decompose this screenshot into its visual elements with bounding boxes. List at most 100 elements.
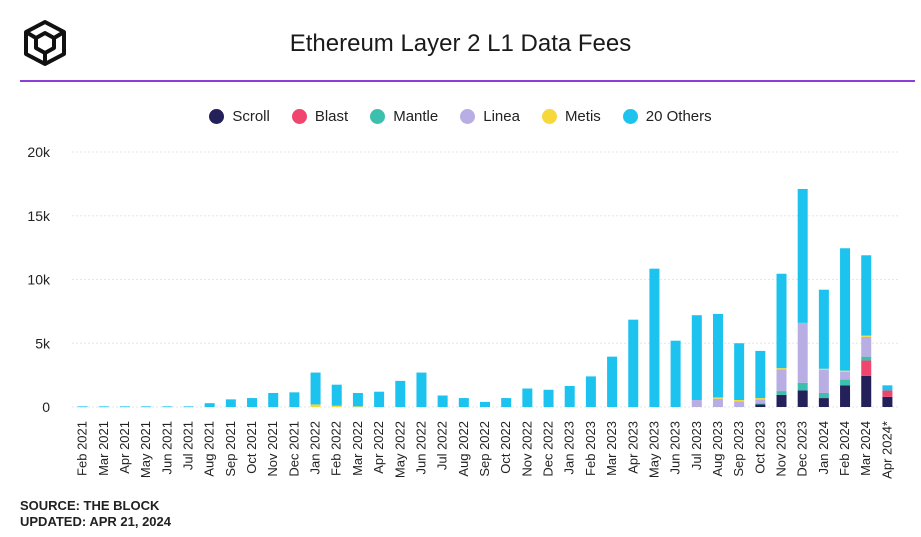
bar-segment-20-others bbox=[564, 385, 575, 407]
x-tick-label: May 2023 bbox=[646, 421, 661, 478]
bar-segment-mantle bbox=[797, 382, 808, 391]
bar-segment-20-others bbox=[310, 372, 321, 405]
x-tick-label: Oct 2021 bbox=[244, 421, 259, 474]
bar-segment-scroll bbox=[882, 396, 893, 407]
legend-swatch-icon bbox=[370, 109, 386, 124]
bar-segment-mantle bbox=[818, 392, 829, 399]
bar-segment-20-others bbox=[77, 406, 88, 408]
bar-segment-20-others bbox=[585, 376, 596, 407]
x-tick-label: Mar 2024 bbox=[858, 421, 873, 476]
legend-item-metis[interactable]: Metis bbox=[541, 108, 601, 125]
legend-item-linea[interactable]: Linea bbox=[460, 108, 520, 125]
x-tick-label: Oct 2023 bbox=[752, 421, 767, 474]
x-tick-label: Aug 2022 bbox=[456, 421, 471, 477]
bar-segment-20-others bbox=[183, 406, 194, 408]
chart-footer: SOURCE: THE BLOCK UPDATED: APR 21, 2024 bbox=[20, 498, 171, 530]
bar-segment-metis bbox=[861, 335, 872, 337]
chart-legend: Scroll Blast Mantle Linea Metis 20 Others bbox=[0, 108, 921, 125]
legend-swatch-icon bbox=[541, 109, 557, 124]
x-tick-label: Sep 2021 bbox=[223, 421, 238, 477]
bar-segment-20-others bbox=[458, 398, 469, 407]
chart-header: Ethereum Layer 2 L1 Data Fees bbox=[0, 0, 921, 82]
legend-swatch-icon bbox=[622, 109, 638, 124]
x-tick-label: Apr 2021 bbox=[117, 421, 132, 474]
x-tick-label: Jan 2022 bbox=[308, 421, 323, 475]
legend-swatch-icon bbox=[460, 109, 476, 124]
x-tick-label: Dec 2023 bbox=[795, 421, 810, 477]
bar-segment-mantle bbox=[755, 403, 766, 405]
y-tick-label: 5k bbox=[35, 335, 51, 351]
bar-segment-20-others bbox=[755, 350, 766, 399]
bar-segment-linea bbox=[755, 399, 766, 404]
y-tick-label: 10k bbox=[27, 272, 51, 288]
bar-segment-20-others bbox=[247, 398, 258, 407]
legend-label: Mantle bbox=[393, 108, 439, 125]
bar-segment-metis bbox=[755, 398, 766, 400]
x-tick-label: Aug 2021 bbox=[202, 421, 217, 477]
legend-swatch-icon bbox=[209, 109, 225, 124]
bar-segment-20-others bbox=[734, 343, 745, 400]
legend-item-blast[interactable]: Blast bbox=[291, 108, 348, 125]
x-tick-label: Jul 2021 bbox=[180, 421, 195, 470]
legend-label: Scroll bbox=[232, 108, 270, 125]
bar-segment-metis bbox=[776, 368, 787, 370]
bar-segment-20-others bbox=[416, 372, 427, 407]
legend-item-mantle[interactable]: Mantle bbox=[370, 108, 438, 125]
bar-segment-20-others bbox=[670, 340, 681, 407]
bar-segment-scroll bbox=[755, 404, 766, 407]
bar-segment-20-others bbox=[289, 392, 300, 407]
bar-segment-linea bbox=[840, 371, 851, 380]
bar-segment-20-others bbox=[437, 395, 448, 407]
bar-segment-20-others bbox=[162, 406, 173, 408]
bar-segment-scroll bbox=[840, 385, 851, 407]
bar-segment-20-others bbox=[331, 384, 342, 406]
bar-segment-20-others bbox=[268, 392, 279, 407]
bar-segment-scroll bbox=[818, 398, 829, 407]
bar-segment-20-others bbox=[776, 273, 787, 369]
bar-segment-linea bbox=[734, 401, 745, 407]
x-tick-label: Jul 2022 bbox=[435, 421, 450, 470]
bar-segment-20-others bbox=[480, 401, 490, 407]
bar-segment-20-others bbox=[225, 399, 236, 407]
x-tick-label: Feb 2023 bbox=[583, 421, 598, 476]
x-tick-label: Sep 2023 bbox=[731, 421, 746, 477]
bar-segment-metis bbox=[331, 405, 342, 407]
x-tick-label: Mar 2023 bbox=[604, 421, 619, 476]
source-note: SOURCE: THE BLOCK bbox=[20, 498, 160, 513]
bar-segment-20-others bbox=[352, 392, 363, 407]
x-tick-label: Feb 2021 bbox=[75, 421, 90, 476]
bar-segment-metis bbox=[352, 406, 363, 408]
bar-segment-scroll bbox=[776, 394, 787, 407]
bar-segment-20-others bbox=[840, 248, 851, 371]
x-tick-label: Aug 2023 bbox=[710, 421, 725, 477]
legend-item-scroll[interactable]: Scroll bbox=[209, 108, 270, 125]
bar-segment-20-others bbox=[861, 255, 872, 336]
bar-segment-20-others bbox=[628, 319, 639, 407]
bar-segment-20-others bbox=[607, 356, 618, 407]
x-tick-label: Mar 2021 bbox=[96, 421, 111, 476]
legend-label: Linea bbox=[483, 108, 520, 125]
x-tick-label: Jul 2023 bbox=[689, 421, 704, 470]
x-tick-label: Dec 2022 bbox=[541, 421, 556, 477]
bar-segment-linea bbox=[691, 399, 702, 407]
bar-segment-metis bbox=[734, 399, 745, 402]
x-tick-label: Oct 2022 bbox=[498, 421, 513, 474]
bar-segment-20-others bbox=[141, 406, 152, 408]
bar-segment-blast bbox=[861, 360, 872, 376]
bar-segment-20-others bbox=[649, 268, 660, 407]
bar-segment-linea bbox=[861, 336, 872, 357]
x-tick-label: Apr 2024* bbox=[879, 421, 894, 479]
legend-item-20-others[interactable]: 20 Others bbox=[622, 108, 712, 125]
bar-segment-20-others bbox=[818, 289, 829, 369]
x-tick-label: May 2021 bbox=[138, 421, 153, 478]
x-tick-label: Nov 2022 bbox=[519, 421, 534, 477]
x-tick-label: Sep 2022 bbox=[477, 421, 492, 477]
bar-segment-linea bbox=[712, 398, 723, 407]
bar-segment-scroll bbox=[797, 390, 808, 407]
bar-segment-20-others bbox=[712, 313, 723, 398]
bar-segment-metis bbox=[310, 404, 321, 407]
x-tick-label: Feb 2024 bbox=[837, 421, 852, 476]
title-divider bbox=[20, 80, 915, 82]
bar-segment-20-others bbox=[543, 389, 554, 407]
